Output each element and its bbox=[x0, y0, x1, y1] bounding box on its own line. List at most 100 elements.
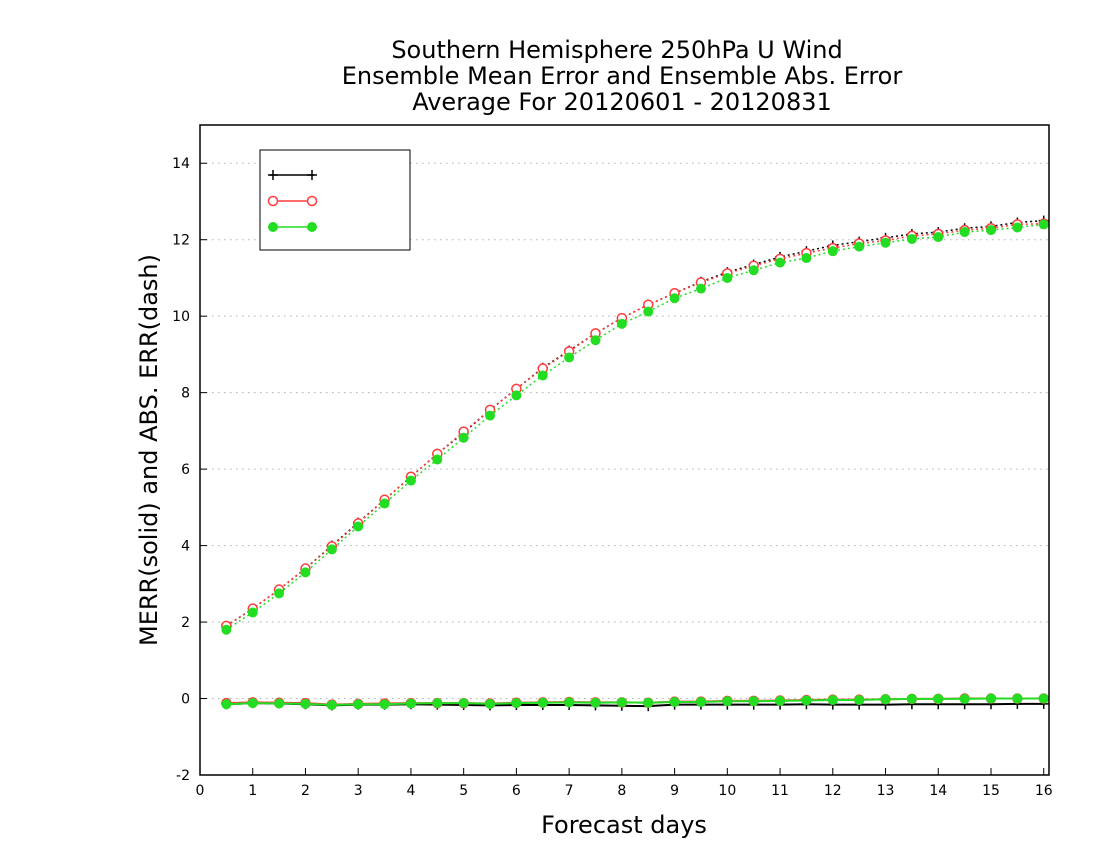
series-1 bbox=[221, 215, 1049, 712]
x-tick-label: 16 bbox=[1035, 783, 1053, 799]
legend-marker bbox=[307, 222, 317, 232]
series-layer bbox=[221, 215, 1049, 712]
abs-err-point bbox=[537, 370, 548, 381]
legend-marker bbox=[268, 170, 278, 180]
merr-point bbox=[748, 696, 759, 707]
abs-err-point bbox=[326, 544, 337, 555]
abs-err-point bbox=[511, 390, 522, 401]
x-tick-label: 10 bbox=[718, 783, 736, 799]
merr-point bbox=[221, 699, 232, 710]
grid-lines bbox=[200, 162, 1049, 776]
abs-err-point bbox=[300, 567, 311, 578]
abs-err-point bbox=[801, 253, 812, 264]
abs-err-point bbox=[827, 246, 838, 257]
series-2 bbox=[221, 218, 1049, 710]
merr-point bbox=[485, 698, 496, 709]
merr-point bbox=[247, 698, 258, 709]
merr-point bbox=[353, 699, 364, 710]
x-tick-label: 1 bbox=[248, 783, 257, 799]
merr-point bbox=[985, 693, 996, 704]
x-tick-label: 7 bbox=[565, 783, 574, 799]
abs-err-point bbox=[695, 283, 706, 294]
chart-title-line-1: Southern Hemisphere 250hPa U Wind bbox=[391, 36, 842, 64]
chart-title-line-3: Average For 20120601 - 20120831 bbox=[412, 88, 832, 116]
chart-title-line-2: Ensemble Mean Error and Ensemble Abs. Er… bbox=[342, 62, 903, 90]
abs-err-point bbox=[353, 521, 364, 532]
abs-err-point bbox=[1038, 219, 1049, 230]
merr-point bbox=[405, 698, 416, 709]
abs-err-point bbox=[959, 227, 970, 238]
legend-marker bbox=[267, 195, 279, 207]
plot-frame bbox=[199, 124, 1050, 776]
abs-err-point bbox=[405, 475, 416, 486]
abs-err-point bbox=[985, 225, 996, 236]
merr-point bbox=[590, 697, 601, 708]
abs-err-point bbox=[1012, 222, 1023, 233]
merr-point bbox=[827, 695, 838, 706]
x-tick-label: 0 bbox=[196, 783, 205, 799]
merr-point bbox=[933, 693, 944, 704]
y-tick-label: 8 bbox=[181, 386, 190, 402]
abs-err-line-2 bbox=[225, 222, 1044, 627]
abs-err-point bbox=[458, 432, 469, 443]
merr-point bbox=[379, 699, 390, 710]
abs-err-point bbox=[247, 607, 258, 618]
x-tick-label: 14 bbox=[929, 783, 947, 799]
legend-marker bbox=[307, 170, 317, 180]
merr-point bbox=[511, 698, 522, 709]
x-tick-label: 9 bbox=[670, 783, 679, 799]
x-tick-label: 8 bbox=[617, 783, 626, 799]
x-tick-label: 4 bbox=[406, 783, 415, 799]
abs-err-point bbox=[564, 352, 575, 363]
abs-err-point bbox=[722, 272, 733, 283]
merr-point bbox=[300, 698, 311, 709]
abs-err-point bbox=[933, 232, 944, 243]
x-tick-label: 15 bbox=[982, 783, 1000, 799]
abs-err-point bbox=[221, 624, 232, 635]
merr-point bbox=[880, 694, 891, 705]
abs-err-point bbox=[880, 237, 891, 248]
abs-err-point bbox=[906, 233, 917, 244]
abs-err-line-1 bbox=[225, 219, 1044, 627]
x-tick-label: 3 bbox=[354, 783, 363, 799]
merr-point bbox=[1012, 693, 1023, 704]
merr-point bbox=[775, 695, 786, 706]
abs-err-point bbox=[669, 293, 680, 304]
x-tick-label: 2 bbox=[301, 783, 310, 799]
merr-point bbox=[722, 696, 733, 707]
abs-err-point bbox=[643, 306, 654, 317]
series-3 bbox=[221, 219, 1049, 711]
merr-point bbox=[854, 695, 865, 706]
x-tick-label: 13 bbox=[877, 783, 895, 799]
x-tick-label: 12 bbox=[824, 783, 842, 799]
abs-err-point bbox=[775, 257, 786, 268]
merr-point bbox=[669, 696, 680, 707]
merr-point bbox=[458, 698, 469, 709]
x-tick-label: 6 bbox=[512, 783, 521, 799]
legend-marker bbox=[268, 222, 278, 232]
y-tick-label: -2 bbox=[176, 768, 190, 784]
abs-err-point bbox=[485, 410, 496, 421]
merr-point bbox=[274, 698, 285, 709]
abs-err-point bbox=[748, 265, 759, 276]
abs-err-point bbox=[616, 318, 627, 329]
y-tick-label: 6 bbox=[181, 462, 190, 478]
abs-err-point bbox=[854, 241, 865, 252]
x-axis-label: Forecast days bbox=[541, 811, 707, 839]
merr-point bbox=[432, 698, 443, 709]
y-tick-label: 0 bbox=[181, 692, 190, 708]
y-tick-label: 4 bbox=[181, 539, 190, 555]
y-tick-label: 12 bbox=[172, 233, 190, 249]
abs-err-point bbox=[432, 454, 443, 465]
abs-err-point bbox=[274, 588, 285, 599]
x-tick-label: 5 bbox=[459, 783, 468, 799]
merr-point bbox=[906, 693, 917, 704]
abs-err-point bbox=[379, 498, 390, 509]
abs-err-line-3 bbox=[225, 223, 1044, 631]
merr-point bbox=[643, 697, 654, 708]
y-tick-label: 2 bbox=[181, 615, 190, 631]
legend-marker bbox=[306, 195, 318, 207]
merr-point bbox=[801, 695, 812, 706]
